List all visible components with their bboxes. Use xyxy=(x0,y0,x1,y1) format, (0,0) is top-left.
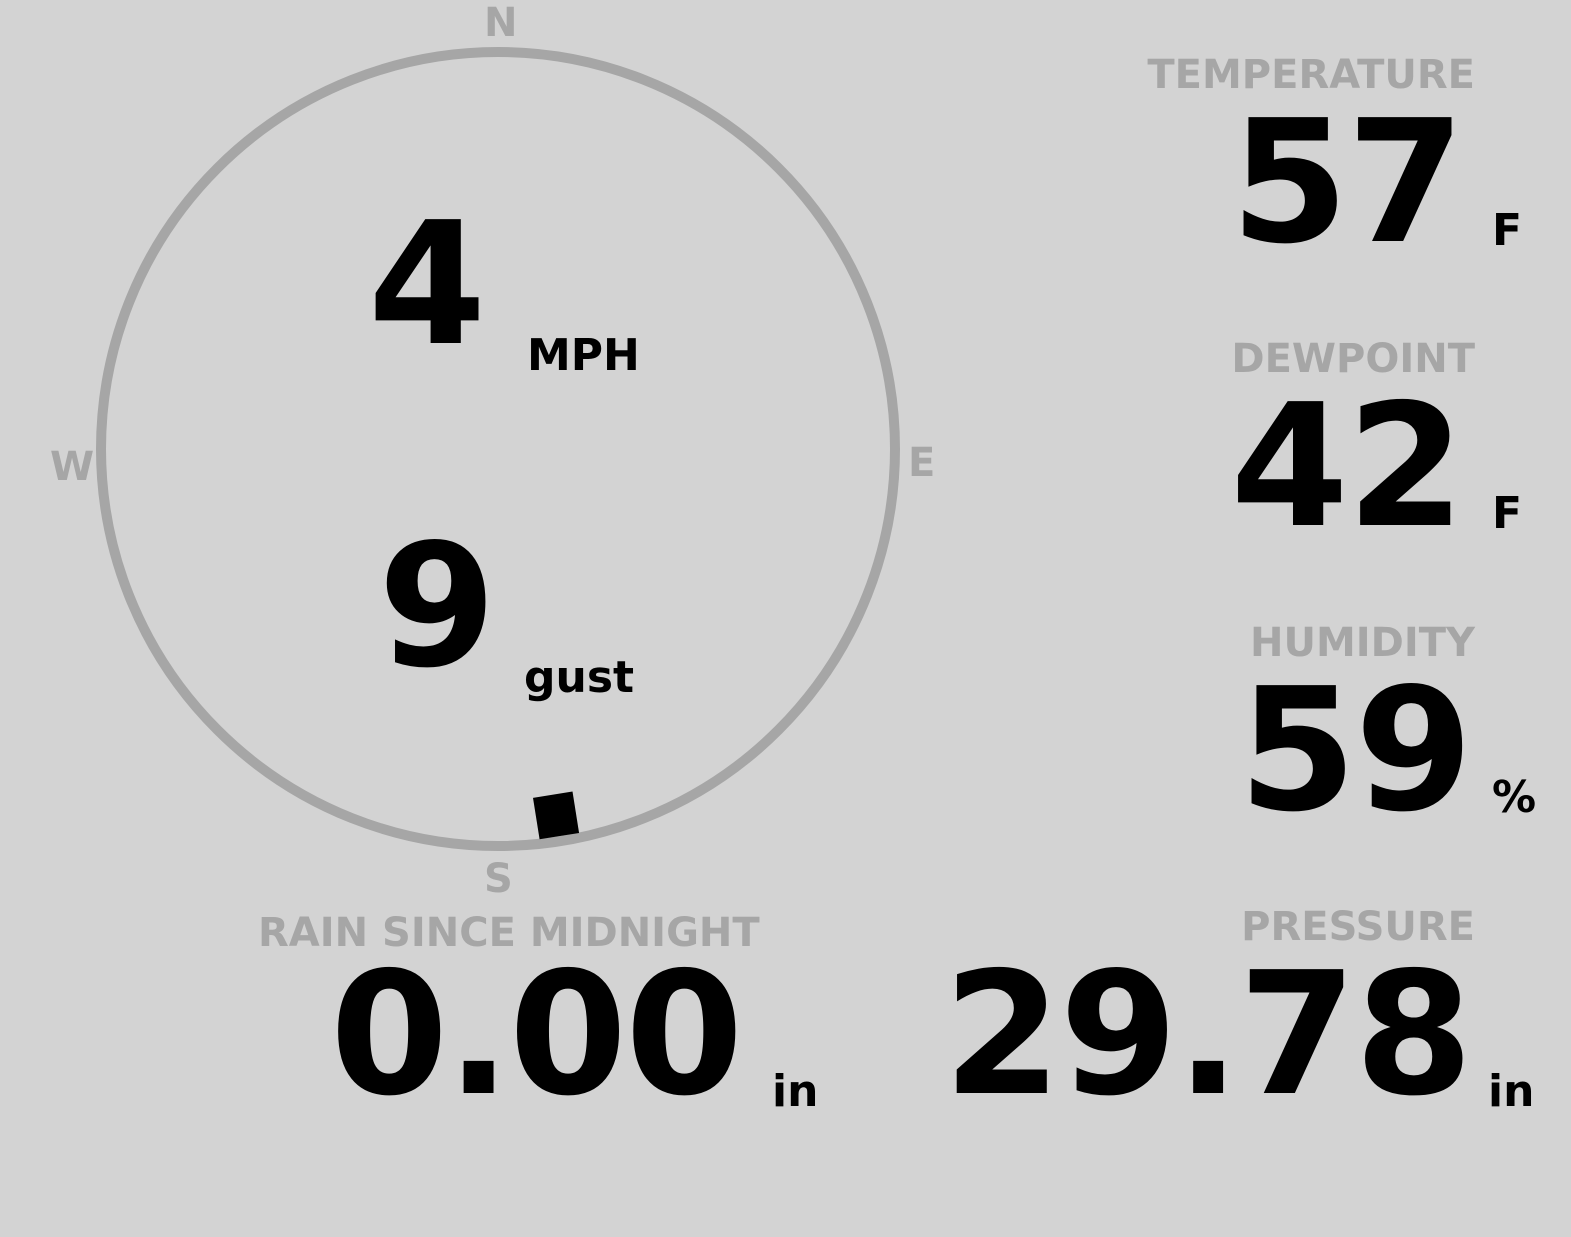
compass-ring xyxy=(96,47,900,851)
rain-value: 0.00 xyxy=(330,936,743,1134)
humidity-unit: % xyxy=(1492,772,1537,823)
dewpoint-unit: F xyxy=(1492,488,1523,539)
dewpoint-label: DEWPOINT xyxy=(1231,336,1475,382)
humidity-value: 59 xyxy=(1238,652,1473,850)
dewpoint-value: 42 xyxy=(1230,368,1465,566)
pressure-label: PRESSURE xyxy=(1241,904,1475,950)
compass-w: W xyxy=(50,444,95,490)
compass-n: N xyxy=(484,0,518,46)
rain-label: RAIN SINCE MIDNIGHT xyxy=(258,910,760,956)
pressure-unit: in xyxy=(1488,1066,1535,1117)
wind-gust-label: gust xyxy=(524,652,635,703)
temperature-label: TEMPERATURE xyxy=(1147,52,1475,98)
temperature-unit: F xyxy=(1492,205,1523,256)
wind-gust-value: 9 xyxy=(378,508,496,706)
wind-speed-value: 4 xyxy=(368,186,486,384)
wind-direction-marker xyxy=(532,791,580,840)
pressure-value: 29.78 xyxy=(943,936,1473,1134)
wind-speed-unit: MPH xyxy=(527,330,640,381)
temperature-value: 57 xyxy=(1230,84,1465,282)
wind-compass xyxy=(96,47,900,851)
humidity-label: HUMIDITY xyxy=(1250,620,1475,666)
rain-unit: in xyxy=(772,1066,819,1117)
compass-e: E xyxy=(908,440,936,486)
compass-s: S xyxy=(484,856,513,902)
